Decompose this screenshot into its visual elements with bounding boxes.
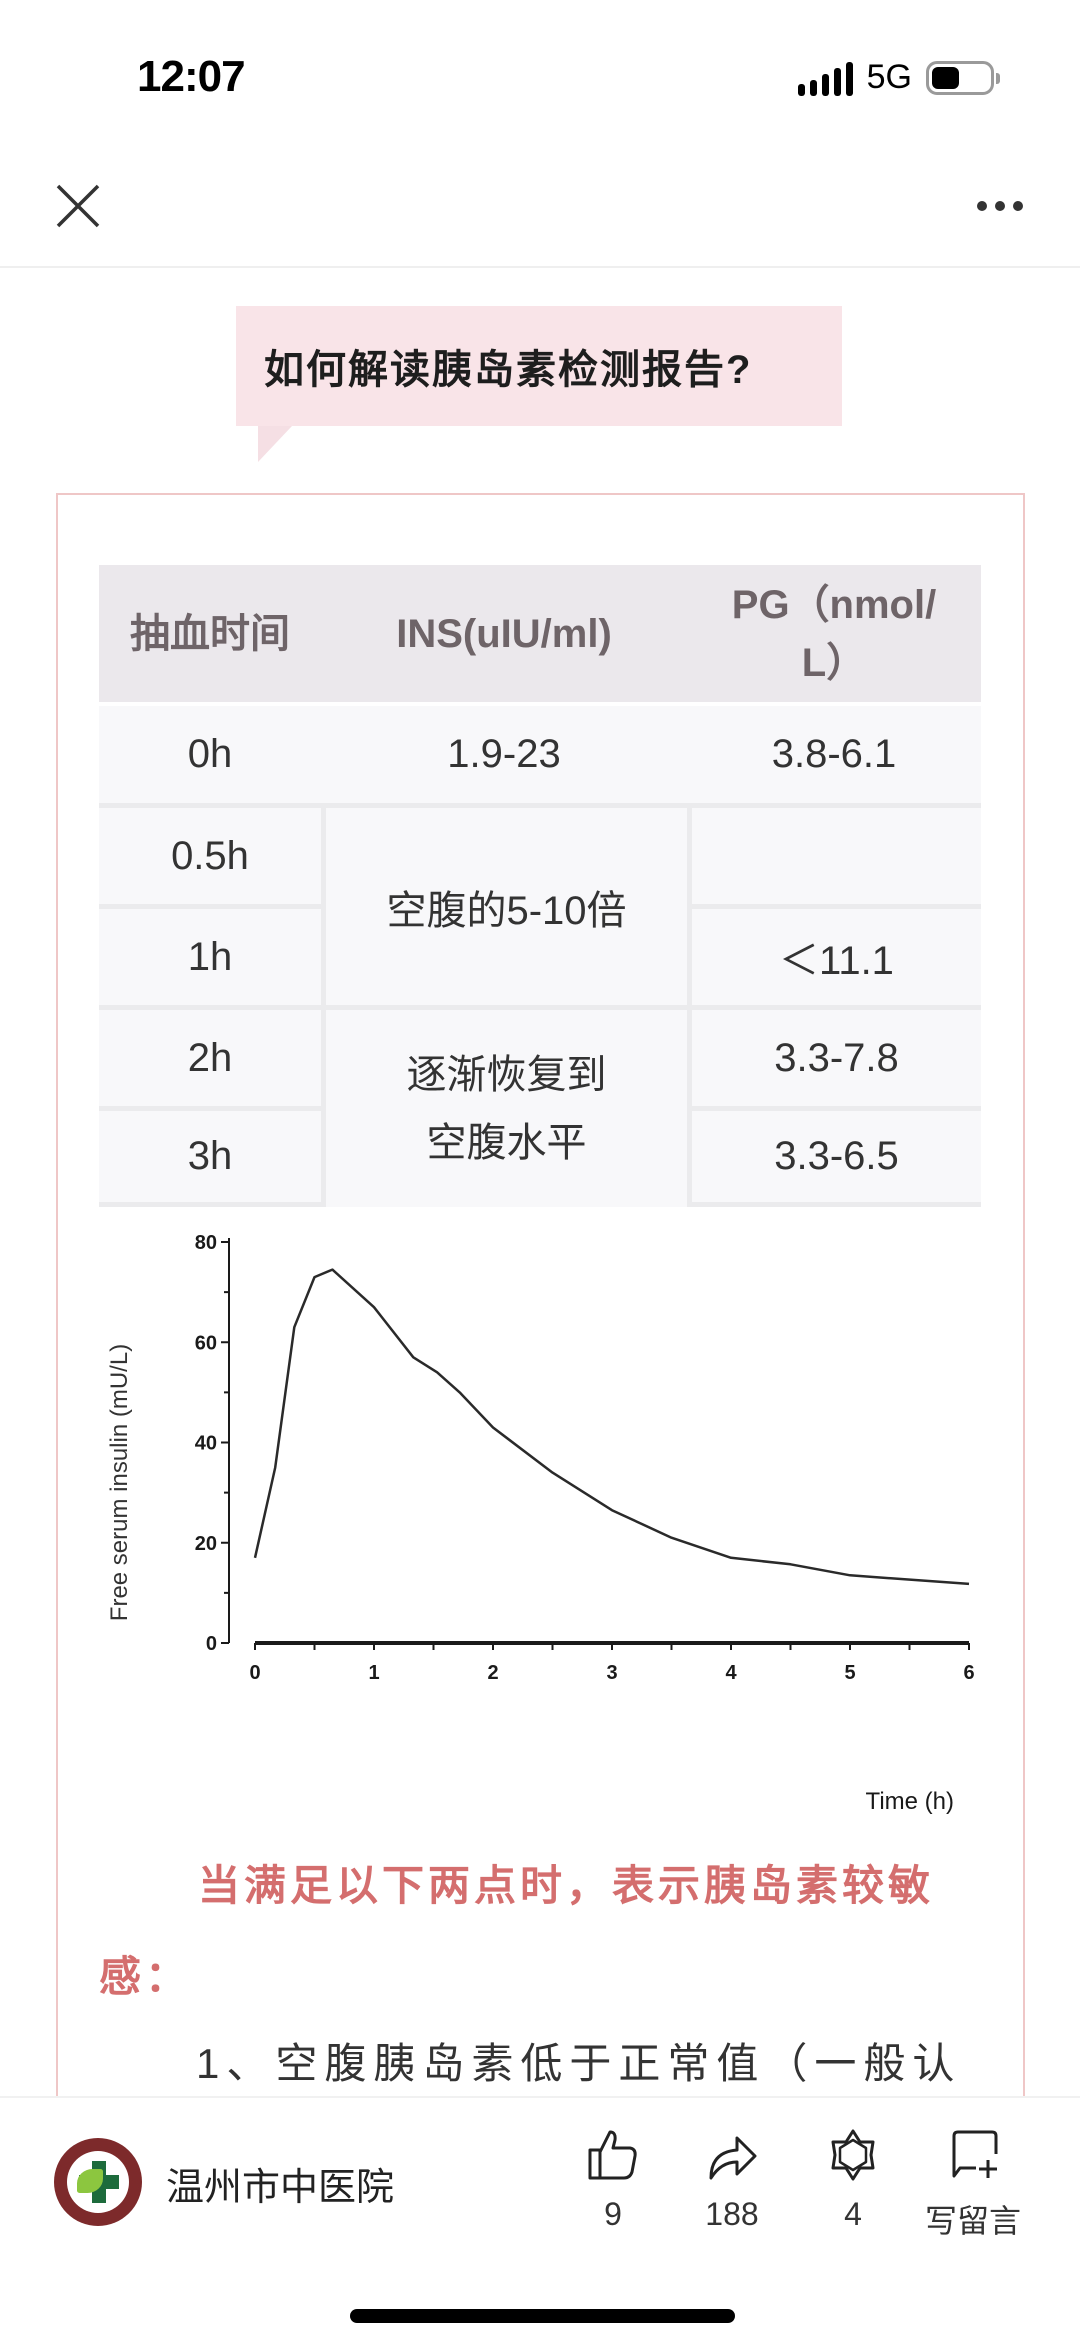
svg-text:60: 60 bbox=[195, 1332, 217, 1354]
thumbs-up-icon bbox=[588, 2130, 637, 2180]
highlight-text-cont: 感： bbox=[99, 1953, 192, 2000]
cell-ins-merged: 空腹的5-10倍 bbox=[321, 803, 687, 1005]
cell-pg bbox=[687, 803, 981, 904]
write-comment-label: 写留言 bbox=[924, 2203, 1021, 2239]
cell-ins-merged: 逐渐恢复到 空腹水平 bbox=[321, 1005, 687, 1207]
like-count: 9 bbox=[604, 2196, 622, 2232]
svg-text:4: 4 bbox=[725, 1662, 737, 1684]
svg-text:5: 5 bbox=[844, 1662, 855, 1684]
table-row: 0h 1.9-23 3.8-6.1 bbox=[99, 702, 981, 803]
body-text: 1、空腹胰岛素低于正常值（一般认 bbox=[196, 2040, 962, 2087]
hospital-logo-icon bbox=[67, 2151, 129, 2213]
wow-star-icon bbox=[831, 2129, 875, 2181]
cell-pg: 3.8-6.1 bbox=[687, 702, 981, 803]
status-time: 12:07 bbox=[137, 52, 246, 101]
line-chart: 0 20 40 60 80 0 1 2 3 4 5 6 Time (h) Free serum insul… bbox=[106, 1232, 975, 1815]
battery-icon bbox=[926, 60, 1000, 95]
comment-add-icon bbox=[952, 2130, 998, 2178]
network-type: 5G bbox=[866, 58, 912, 96]
wow-button[interactable]: 4 bbox=[798, 2128, 908, 2233]
share-count: 188 bbox=[705, 2196, 759, 2232]
account-name[interactable]: 温州市中医院 bbox=[166, 2167, 395, 2209]
more-button[interactable] bbox=[972, 194, 1028, 218]
highlight-text: 当满足以下两点时，表示胰岛素较敏 bbox=[198, 1862, 935, 1909]
header-draw-time: 抽血时间 bbox=[99, 565, 321, 702]
nav-bar bbox=[0, 150, 1080, 268]
status-bar: 12:07 5G bbox=[0, 0, 1080, 150]
more-icon bbox=[977, 201, 987, 211]
share-icon bbox=[709, 2136, 757, 2180]
header-pg: PG（nmol/L） bbox=[687, 565, 981, 702]
insulin-curve-chart: 0 20 40 60 80 0 1 2 3 4 5 6 Time (h) Free serum insul… bbox=[99, 1213, 981, 1833]
insulin-reference-table: 抽血时间 INS(uIU/ml) PG（nmol/L） 0h 1.9-23 3.… bbox=[99, 565, 981, 1207]
account-avatar[interactable] bbox=[54, 2138, 142, 2226]
wow-count: 4 bbox=[844, 2196, 862, 2232]
section-title-bubble: 如何解读胰岛素检测报告? bbox=[236, 306, 842, 462]
cell-time: 3h bbox=[99, 1106, 321, 1207]
svg-text:Free serum insulin (mU/L): Free serum insulin (mU/L) bbox=[106, 1344, 133, 1621]
cell-time: 2h bbox=[99, 1005, 321, 1106]
home-indicator[interactable] bbox=[350, 2309, 735, 2323]
table-row: 0.5h 空腹的5-10倍 bbox=[99, 803, 981, 1005]
cell-pg: 3.3-6.5 bbox=[687, 1106, 981, 1207]
cell-pg: ＜11.1 bbox=[687, 904, 981, 1005]
cell-time: 0h bbox=[99, 702, 321, 803]
section-title: 如何解读胰岛素检测报告? bbox=[264, 348, 753, 392]
close-button[interactable] bbox=[52, 180, 104, 232]
close-icon bbox=[56, 184, 100, 228]
svg-text:3: 3 bbox=[606, 1662, 617, 1684]
svg-text:80: 80 bbox=[195, 1232, 217, 1254]
svg-text:6: 6 bbox=[963, 1662, 974, 1684]
svg-text:Time (h): Time (h) bbox=[866, 1788, 954, 1815]
svg-text:1: 1 bbox=[368, 1662, 379, 1684]
signal-icon bbox=[797, 60, 853, 96]
svg-text:0: 0 bbox=[249, 1662, 260, 1684]
content-frame bbox=[56, 493, 1025, 2193]
header-ins: INS(uIU/ml) bbox=[321, 565, 687, 702]
svg-text:2: 2 bbox=[487, 1662, 498, 1684]
svg-text:0: 0 bbox=[206, 1633, 217, 1655]
table-header-row: 抽血时间 INS(uIU/ml) PG（nmol/L） bbox=[99, 565, 981, 702]
bubble-tail bbox=[258, 426, 292, 462]
bottom-action-bar: 温州市中医院 9 188 4 写留言 bbox=[0, 2096, 1080, 2341]
svg-text:40: 40 bbox=[195, 1433, 217, 1455]
table-row: 2h 逐渐恢复到 空腹水平 3.3-7.8 bbox=[99, 1005, 981, 1207]
status-icons: 5G bbox=[797, 58, 1000, 97]
table-row: 3h 3.3-6.5 bbox=[99, 1106, 981, 1207]
cell-time: 1h bbox=[99, 904, 321, 1005]
cell-time: 0.5h bbox=[99, 803, 321, 904]
share-button[interactable]: 188 bbox=[677, 2128, 787, 2233]
write-comment-button[interactable]: 写留言 bbox=[918, 2128, 1028, 2242]
cell-pg: 3.3-7.8 bbox=[687, 1005, 981, 1106]
table-row: 1h ＜11.1 bbox=[99, 904, 981, 1005]
like-button[interactable]: 9 bbox=[558, 2128, 668, 2233]
svg-text:20: 20 bbox=[195, 1533, 217, 1555]
cell-ins: 1.9-23 bbox=[321, 702, 687, 803]
